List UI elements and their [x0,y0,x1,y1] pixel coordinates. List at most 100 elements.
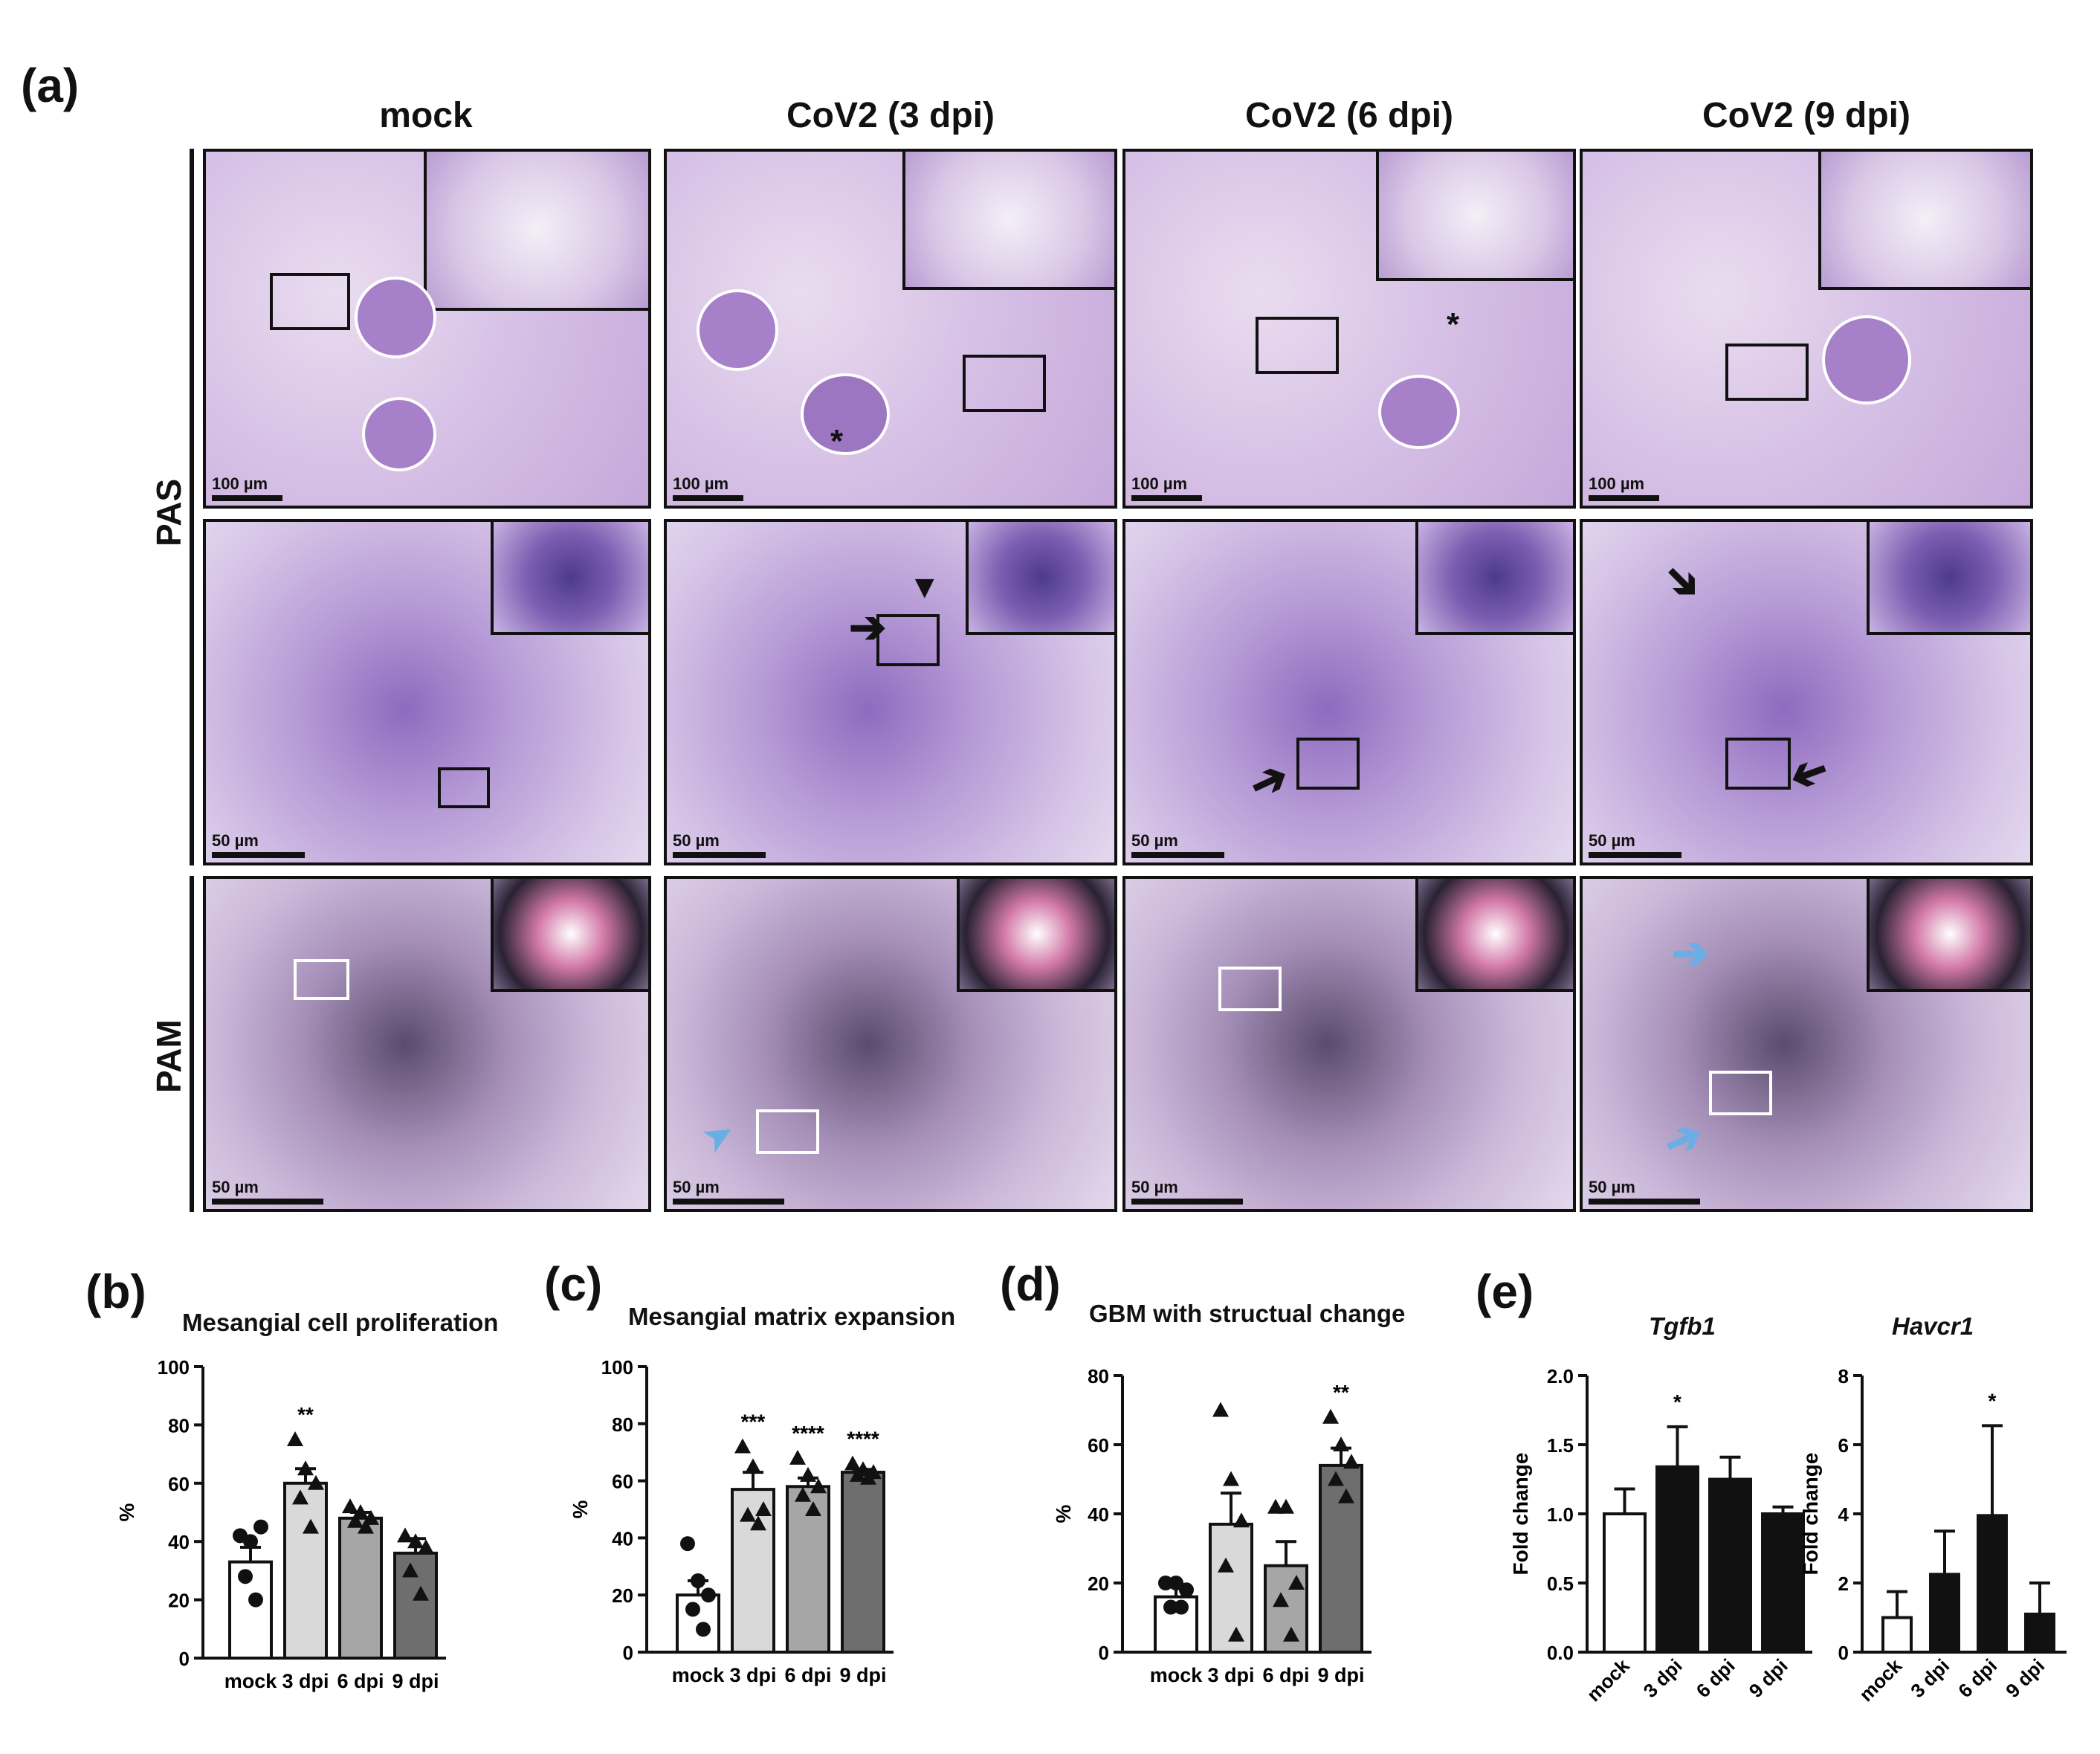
scalebar-label: 50 µm [1131,831,1178,850]
data-point [805,1501,821,1516]
y-tick-label: 60 [612,1471,633,1493]
data-point [1212,1402,1229,1417]
x-tick-label: 9 dpi [1745,1654,1792,1702]
x-tick-label: 9 dpi [392,1670,439,1692]
bar [1708,1477,1752,1654]
x-tick-label: mock [224,1670,278,1692]
chart-title-b: Mesangial cell proliferation [182,1309,499,1336]
significance-marker: * [1988,1389,1997,1412]
bar [1209,1522,1253,1654]
x-tick-label: 6 dpi [1954,1654,2001,1702]
significance-marker: **** [847,1428,879,1451]
x-tick-label: mock [672,1664,726,1686]
y-tick-label: 100 [601,1356,633,1379]
y-tick-label: 4 [1838,1503,1849,1526]
x-tick-label: 6 dpi [1692,1654,1739,1702]
bar [2024,1612,2055,1654]
data-point [701,1587,716,1603]
data-point [413,1585,429,1601]
y-tick-label: 2.0 [1547,1365,1574,1387]
roi-box [1218,967,1282,1011]
bar [676,1593,720,1654]
scalebar [1131,1199,1243,1205]
roi-box [1709,1071,1772,1115]
x-tick-label: 3 dpi [729,1664,776,1686]
data-point [407,1533,424,1549]
x-tick-label: 6 dpi [1262,1664,1309,1686]
data-point [1233,1512,1250,1528]
inset-6dpi [1415,879,1573,992]
data-point [358,1518,374,1534]
inset-9dpi [1818,152,2030,290]
data-point [685,1602,700,1617]
y-tick-label: 60 [168,1473,190,1495]
data-point [755,1501,772,1516]
blue-arrow-marker: ➔ [1672,928,1710,978]
scalebar-label: 50 µm [1131,1178,1178,1196]
x-tick-label: 9 dpi [2001,1654,2049,1702]
inset-3dpi [902,152,1114,290]
arrowhead-marker: ▼ [908,569,941,605]
significance-marker: ** [1333,1381,1349,1404]
data-point [342,1498,358,1514]
micrograph-pas-low-9dpi: 100 µm [1580,149,2033,509]
roi-box [876,614,940,666]
data-point [402,1562,419,1578]
scalebar-label: 100 µm [1589,474,1645,493]
micrograph-pas-high-9dpi: ➔ ➔ 50 µm [1580,519,2033,865]
y-tick-label: 60 [1088,1434,1109,1457]
micrograph-pam-6dpi: 50 µm [1122,876,1576,1212]
y-tick-label: 8 [1838,1365,1849,1387]
scalebar [212,495,282,501]
x-tick-label: 9 dpi [1317,1664,1364,1686]
x-tick-label: mock [1855,1654,1907,1706]
glomerulus [362,397,436,471]
column-title-9dpi: CoV2 (9 dpi) [1702,96,1910,135]
significance-marker: * [1673,1390,1681,1413]
roi-box [1725,344,1809,401]
data-point [1322,1408,1339,1424]
y-tick-label: 100 [158,1356,190,1379]
bar [1929,1573,1960,1654]
data-point [1174,1599,1189,1615]
y-tick-label: 1.5 [1547,1434,1574,1457]
scalebar-label: 100 µm [1131,474,1188,493]
glomerulus [801,373,890,455]
micrograph-pas-high-3dpi: ➔ ▼ 50 µm [664,519,1117,865]
bar [1319,1463,1363,1654]
scalebar [212,852,305,858]
y-tick-label: 80 [612,1413,633,1436]
bar [283,1481,328,1660]
asterisk-marker: * [1447,306,1460,343]
panel-label-b: (b) [85,1265,146,1318]
roi-box [294,959,349,1000]
scalebar [1589,495,1659,501]
data-point [1278,1498,1294,1514]
inset-6dpi [1415,522,1573,635]
scalebar-label: 50 µm [673,831,720,850]
bar [1655,1465,1699,1654]
data-point [1283,1626,1299,1642]
data-point [810,1478,827,1494]
y-tick-label: 20 [168,1590,190,1612]
data-point [696,1622,711,1637]
inset-9dpi [1867,879,2030,992]
y-tick-label: 20 [612,1584,633,1607]
data-point [347,1512,364,1528]
data-point [253,1519,268,1535]
y-tick-label: 80 [1088,1365,1109,1387]
scalebar-label: 50 µm [212,831,259,850]
glomerulus [1822,315,1911,404]
x-tick-label: 3 dpi [282,1670,329,1692]
data-point [850,1466,866,1482]
scalebar-label: 50 µm [212,1178,259,1196]
micrograph-pas-high-6dpi: ➔ 50 µm [1122,519,1576,865]
data-point [1163,1599,1178,1615]
scalebar [673,852,766,858]
bar [393,1551,438,1660]
chart-title-e2: Havcr1 [1892,1312,1974,1340]
y-tick-label: 40 [612,1527,633,1550]
data-point [1179,1582,1194,1598]
x-tick-label: 3 dpi [1639,1654,1687,1702]
